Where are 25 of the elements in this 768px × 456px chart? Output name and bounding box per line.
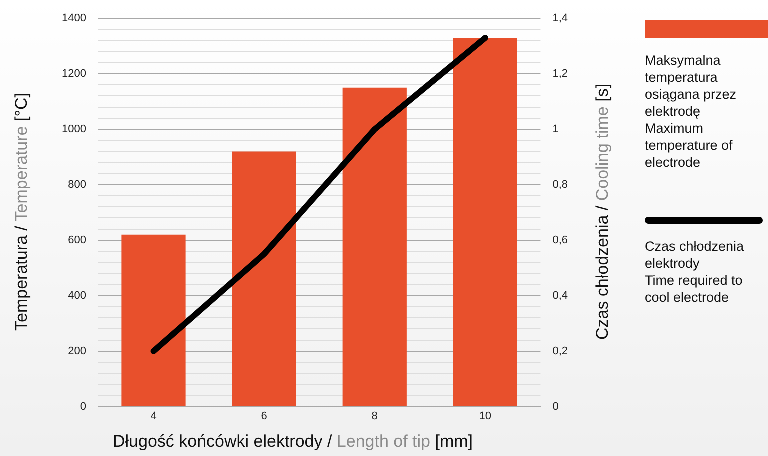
- y2-axis-title: Czas chłodzenia / Cooling time [s]: [593, 84, 613, 340]
- y-tick-label: 1200: [62, 68, 86, 80]
- y2-tick-label: 0,8: [552, 179, 568, 192]
- y-axis-title: Temperatura / Temperature [°C]: [12, 93, 32, 331]
- y2-tick-label: 0: [552, 400, 559, 413]
- y-tick-label: 400: [68, 290, 86, 302]
- y-tick-label: 600: [68, 234, 86, 246]
- y-tick-label: 200: [68, 345, 86, 358]
- y-tick-label: 1000: [62, 124, 86, 136]
- x-tick-label: 4: [150, 410, 157, 422]
- y2-tick-label: 1: [552, 124, 559, 136]
- y-tick-label: 0: [80, 400, 86, 413]
- text: Maksymalna temperatura osiągana przez elektrodę Maximum temperature of electrode: [645, 52, 738, 171]
- y2-tick-label: 1,2: [552, 68, 568, 80]
- x-axis-title: Długość końcówki elektrody / Length of tip [mm]: [112, 432, 474, 452]
- y-tick-label: 800: [68, 179, 86, 192]
- text: Czas chłodzenia elektrody Time required to cool electrode: [645, 238, 746, 306]
- y2-tick-label: 0,4: [552, 290, 568, 302]
- y2-tick-label: 0,6: [552, 234, 568, 246]
- x-tick-label: 10: [479, 410, 492, 422]
- y2-tick-label: 0,2: [552, 345, 568, 358]
- y2-tick-label: 1,4: [552, 12, 568, 25]
- x-tick-label: 6: [261, 410, 268, 422]
- y-tick-label: 1400: [62, 12, 86, 25]
- x-tick-label: 8: [372, 410, 378, 422]
